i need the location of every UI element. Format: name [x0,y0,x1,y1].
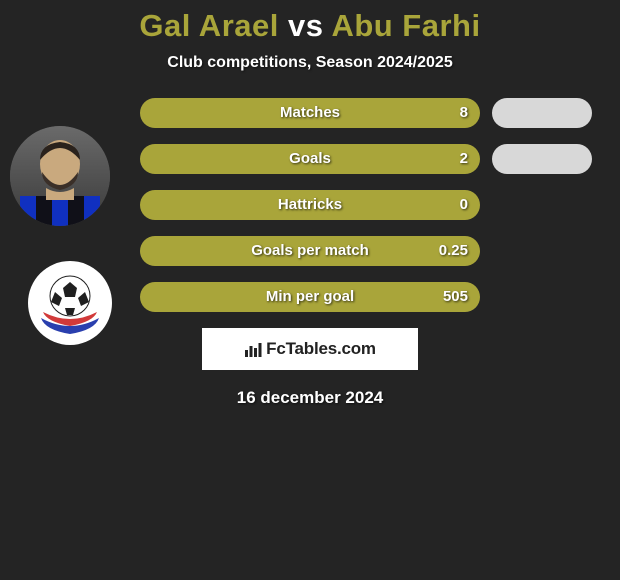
stat-label: Goals per match [140,236,480,266]
chart-icon [244,340,262,358]
player2-name: Abu Farhi [331,8,480,43]
stat-row-matches: 8 Matches [140,98,480,128]
stat-label: Hattricks [140,190,480,220]
comparison-title: Gal Arael vs Abu Farhi [0,0,620,48]
stat-label: Matches [140,98,480,128]
stat-label: Goals [140,144,480,174]
stat-row-gpm: 0.25 Goals per match [140,236,480,266]
subtitle: Club competitions, Season 2024/2025 [0,54,620,72]
brand-box: FcTables.com [202,328,418,370]
stat-label: Min per goal [140,282,480,312]
stat-row-goals: 2 Goals [140,144,480,174]
vs-text: vs [288,8,323,43]
stat-pill-right [492,144,592,174]
club-badge [28,261,112,345]
brand-text: FcTables.com [266,339,376,359]
date-text: 16 december 2024 [0,388,620,408]
stat-rows: 8 Matches 2 Goals 0 Hattricks 0.25 Goals… [140,98,480,312]
player1-name: Gal Arael [139,8,278,43]
stat-row-hattricks: 0 Hattricks [140,190,480,220]
stat-row-mpg: 505 Min per goal [140,282,480,312]
player1-avatar [10,126,110,226]
stat-pill-right [492,98,592,128]
